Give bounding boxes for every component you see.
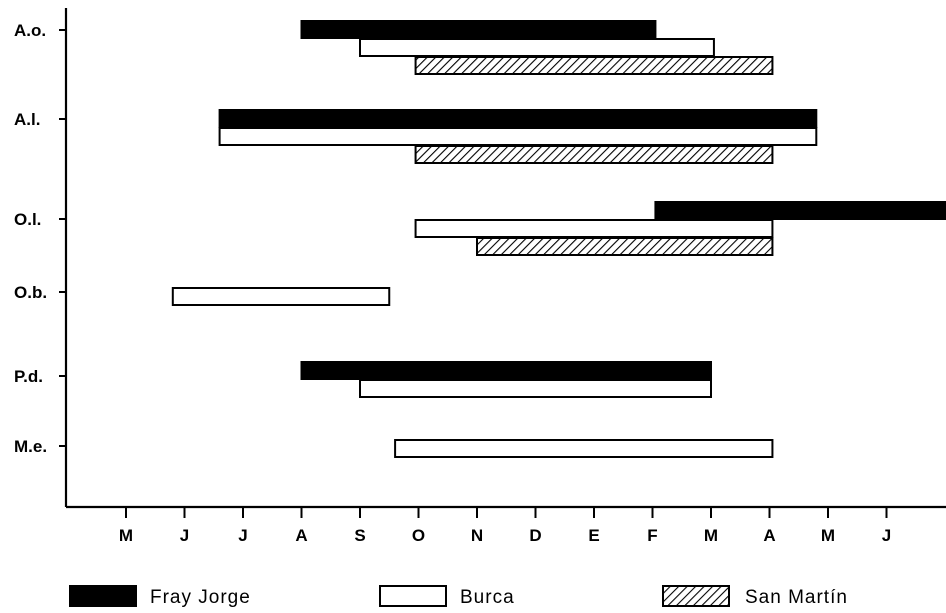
x-tick-label: M bbox=[119, 526, 133, 545]
axes bbox=[59, 8, 946, 518]
species-label: A.o. bbox=[14, 21, 46, 40]
x-tick-label: S bbox=[354, 526, 365, 545]
species-label: O.b. bbox=[14, 283, 47, 302]
x-tick-label: F bbox=[647, 526, 657, 545]
x-tick-label: A bbox=[763, 526, 775, 545]
bar-burca bbox=[218, 127, 818, 146]
x-tick-label: M bbox=[704, 526, 718, 545]
x-tick-label: E bbox=[588, 526, 599, 545]
labels: M J J A S O N D E F M A M J A.o. A.l. O.l. O.b. P.d. M.e. bbox=[14, 21, 891, 545]
bar-fray-jorge bbox=[300, 20, 657, 39]
bar-san-mart-n bbox=[414, 56, 774, 75]
species-label: M.e. bbox=[14, 437, 47, 456]
bar-fray-jorge bbox=[300, 361, 712, 380]
bars bbox=[171, 20, 946, 458]
x-tick-label: J bbox=[882, 526, 891, 545]
x-tick-label: J bbox=[180, 526, 189, 545]
legend-label: Fray Jorge bbox=[150, 587, 251, 608]
species-label: O.l. bbox=[14, 210, 41, 229]
bar-san-mart-n bbox=[414, 145, 774, 164]
legend-label: Burca bbox=[460, 587, 515, 608]
bar-san-mart-n bbox=[476, 237, 774, 256]
bar-burca bbox=[359, 38, 715, 57]
legend-swatch bbox=[379, 585, 447, 607]
bar-fray-jorge bbox=[654, 201, 946, 220]
x-tick-label: M bbox=[821, 526, 835, 545]
x-tick-label: A bbox=[295, 526, 307, 545]
bar-burca bbox=[359, 379, 712, 398]
bar-burca bbox=[414, 219, 774, 238]
bar-fray-jorge bbox=[218, 109, 818, 128]
legend: Fray Jorge Burca San Martín bbox=[69, 585, 848, 608]
species-label: A.l. bbox=[14, 110, 40, 129]
legend-label: San Martín bbox=[745, 587, 848, 608]
x-tick-label: O bbox=[412, 526, 425, 545]
species-label: P.d. bbox=[14, 367, 43, 386]
bar-burca bbox=[171, 287, 391, 306]
x-tick-label: D bbox=[529, 526, 541, 545]
legend-swatch bbox=[662, 585, 730, 607]
x-tick-label: N bbox=[471, 526, 483, 545]
bar-burca bbox=[394, 439, 774, 458]
x-tick-label: J bbox=[238, 526, 247, 545]
legend-swatch bbox=[69, 585, 137, 607]
